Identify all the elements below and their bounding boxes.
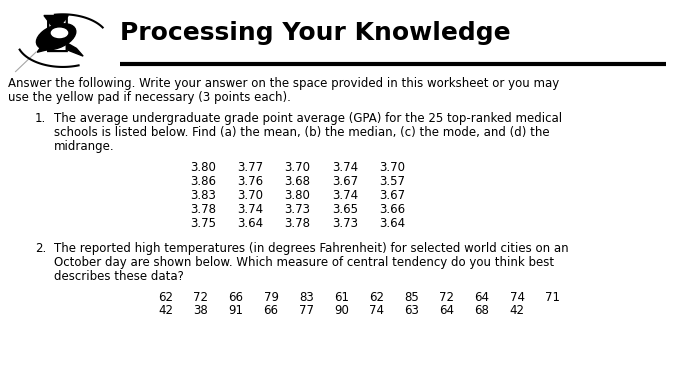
Text: describes these data?: describes these data? bbox=[54, 270, 184, 283]
Text: 3.68: 3.68 bbox=[285, 175, 310, 188]
Text: 3.77: 3.77 bbox=[237, 161, 263, 174]
Text: 3.70: 3.70 bbox=[237, 189, 263, 202]
Text: 42: 42 bbox=[510, 305, 525, 317]
Text: Answer the following. Write your answer on the space provided in this worksheet : Answer the following. Write your answer … bbox=[8, 77, 559, 91]
Text: 3.86: 3.86 bbox=[190, 175, 216, 188]
Polygon shape bbox=[66, 43, 83, 56]
Text: 3.65: 3.65 bbox=[332, 203, 358, 216]
Text: 90: 90 bbox=[334, 305, 349, 317]
Text: 77: 77 bbox=[299, 305, 314, 317]
Text: 3.78: 3.78 bbox=[190, 203, 216, 216]
Text: 66: 66 bbox=[264, 305, 279, 317]
Text: 3.73: 3.73 bbox=[332, 217, 358, 230]
Text: 3.64: 3.64 bbox=[379, 217, 405, 230]
Text: 3.73: 3.73 bbox=[285, 203, 310, 216]
Text: 74: 74 bbox=[510, 291, 525, 303]
Text: 3.74: 3.74 bbox=[332, 189, 358, 202]
Text: midrange.: midrange. bbox=[54, 140, 115, 153]
Text: 64: 64 bbox=[475, 291, 489, 303]
Polygon shape bbox=[37, 41, 53, 52]
Text: The average undergraduate grade point average (GPA) for the 25 top-ranked medica: The average undergraduate grade point av… bbox=[54, 112, 562, 125]
Text: 3.80: 3.80 bbox=[190, 161, 216, 174]
Text: 79: 79 bbox=[264, 291, 279, 303]
Text: October day are shown below. Which measure of central tendency do you think best: October day are shown below. Which measu… bbox=[54, 256, 554, 269]
Text: schools is listed below. Find (a) the mean, (b) the median, (c) the mode, and (d: schools is listed below. Find (a) the me… bbox=[54, 126, 550, 139]
Text: 3.80: 3.80 bbox=[285, 189, 310, 202]
Text: 72: 72 bbox=[193, 291, 208, 303]
Text: 72: 72 bbox=[439, 291, 454, 303]
Text: 62: 62 bbox=[158, 291, 173, 303]
Text: 68: 68 bbox=[475, 305, 489, 317]
Text: 3.76: 3.76 bbox=[237, 175, 263, 188]
Text: 3.67: 3.67 bbox=[332, 175, 358, 188]
Text: 3.64: 3.64 bbox=[237, 217, 263, 230]
Text: 83: 83 bbox=[299, 291, 314, 303]
Ellipse shape bbox=[37, 24, 76, 50]
Text: 3.75: 3.75 bbox=[190, 217, 216, 230]
Text: 3.74: 3.74 bbox=[332, 161, 358, 174]
Text: 3.66: 3.66 bbox=[379, 203, 405, 216]
Text: 38: 38 bbox=[193, 305, 208, 317]
Text: 3.67: 3.67 bbox=[379, 189, 405, 202]
Text: 2.: 2. bbox=[35, 242, 47, 255]
Polygon shape bbox=[44, 15, 68, 27]
Text: Processing Your Knowledge: Processing Your Knowledge bbox=[120, 21, 511, 45]
Text: 61: 61 bbox=[334, 291, 349, 303]
Text: The reported high temperatures (in degrees Fahrenheit) for selected world cities: The reported high temperatures (in degre… bbox=[54, 242, 569, 255]
Text: 63: 63 bbox=[404, 305, 419, 317]
Text: 3.70: 3.70 bbox=[379, 161, 405, 174]
Circle shape bbox=[51, 28, 68, 38]
Text: 85: 85 bbox=[404, 291, 419, 303]
Text: 64: 64 bbox=[439, 305, 454, 317]
Text: 1.: 1. bbox=[35, 112, 47, 125]
Text: use the yellow pad if necessary (3 points each).: use the yellow pad if necessary (3 point… bbox=[8, 91, 291, 104]
Text: 3.74: 3.74 bbox=[237, 203, 263, 216]
Text: 3.57: 3.57 bbox=[379, 175, 405, 188]
Text: 3.78: 3.78 bbox=[285, 217, 310, 230]
Text: 66: 66 bbox=[228, 291, 243, 303]
Text: 62: 62 bbox=[369, 291, 384, 303]
Text: 🚀: 🚀 bbox=[45, 12, 70, 54]
Text: 42: 42 bbox=[158, 305, 173, 317]
Text: 3.70: 3.70 bbox=[285, 161, 310, 174]
Text: 71: 71 bbox=[545, 291, 560, 303]
Text: 3.83: 3.83 bbox=[190, 189, 216, 202]
Text: 74: 74 bbox=[369, 305, 384, 317]
Text: 91: 91 bbox=[228, 305, 243, 317]
